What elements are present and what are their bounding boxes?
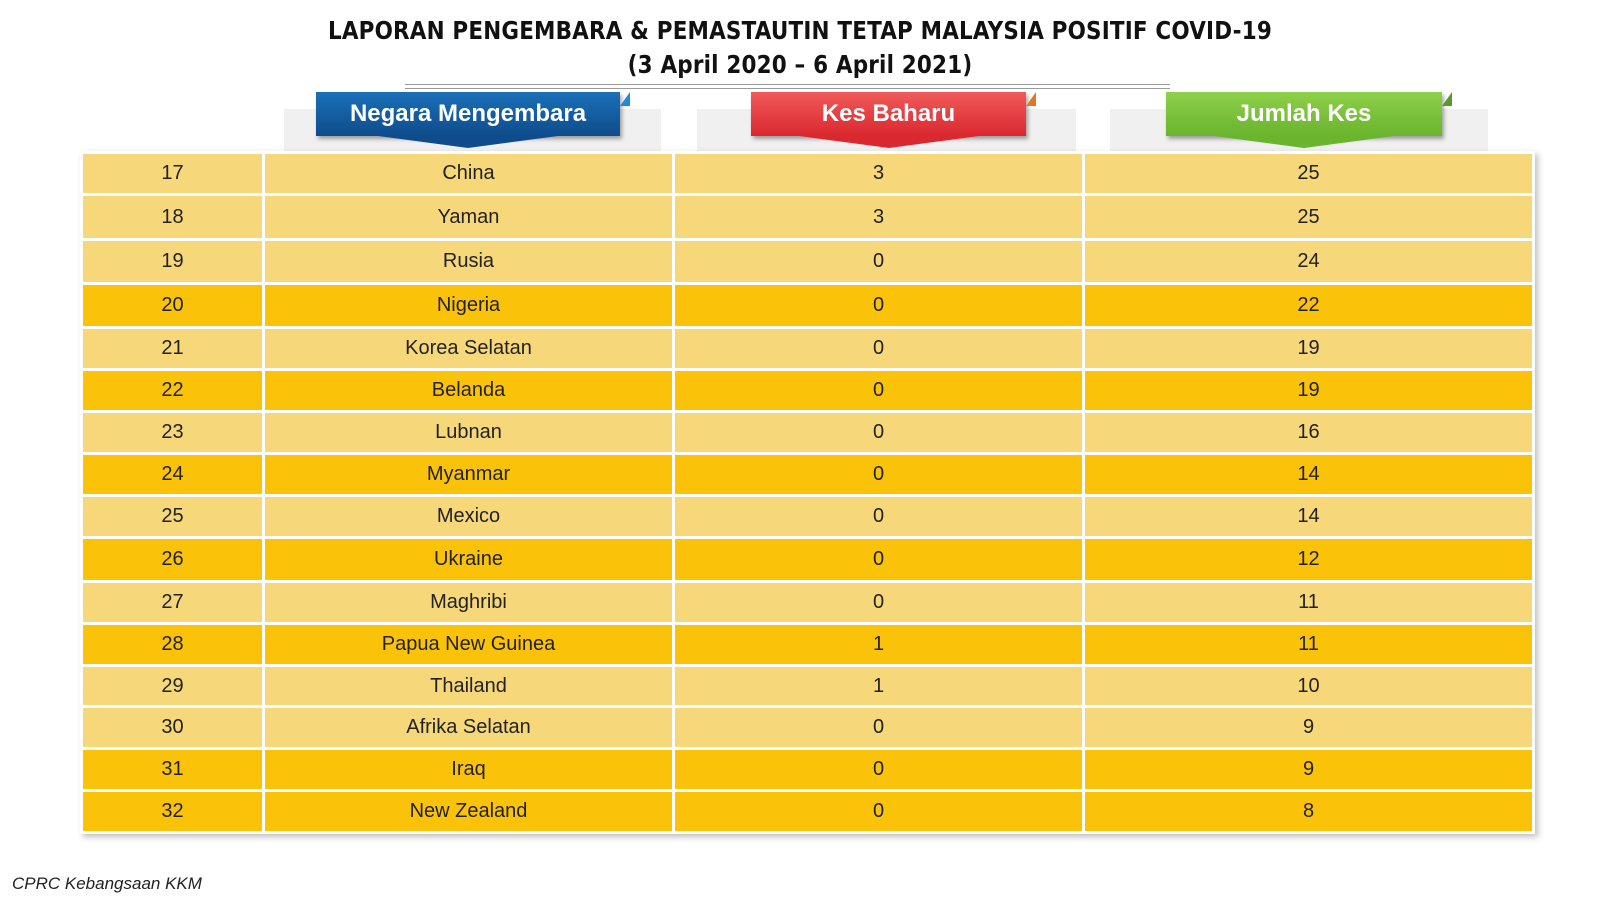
cell-new-cases: 0 bbox=[672, 536, 1085, 583]
cell-total-cases: 9 bbox=[1082, 747, 1535, 792]
column-header-total-cases-label: Jumlah Kes bbox=[1236, 100, 1372, 127]
ribbon-tail-icon bbox=[378, 136, 558, 148]
cell-country: Papua New Guinea bbox=[262, 622, 675, 667]
table-row: 29 Thailand 1 10 bbox=[80, 664, 1535, 708]
report-title: LAPORAN PENGEMBARA & PEMASTAUTIN TETAP M… bbox=[112, 14, 1488, 82]
cell-country: Maghribi bbox=[262, 580, 675, 625]
column-header-total-cases: Jumlah Kes bbox=[1166, 92, 1452, 148]
cell-new-cases: 0 bbox=[672, 238, 1085, 285]
cell-rank: 32 bbox=[80, 789, 265, 834]
column-header-country: Negara Mengembara bbox=[316, 92, 630, 148]
cell-rank: 18 bbox=[80, 193, 265, 241]
ribbon-fold-icon bbox=[1442, 92, 1452, 106]
table-row: 32 New Zealand 0 8 bbox=[80, 789, 1535, 834]
cell-country: Nigeria bbox=[262, 282, 675, 329]
cell-new-cases: 0 bbox=[672, 705, 1085, 750]
cell-new-cases: 1 bbox=[672, 664, 1085, 708]
column-header-new-cases-label: Kes Baharu bbox=[821, 100, 956, 127]
cell-new-cases: 3 bbox=[672, 193, 1085, 241]
cell-total-cases: 25 bbox=[1082, 193, 1535, 241]
table-row: 26 Ukraine 0 12 bbox=[80, 536, 1535, 583]
cases-table-body: 17 China 3 25 18 Yaman 3 25 19 Rusia 0 24 20 Nigeria 0… bbox=[80, 151, 1535, 834]
cell-total-cases: 12 bbox=[1082, 536, 1535, 583]
ribbon-fold-icon bbox=[1026, 92, 1036, 106]
table-row: 20 Nigeria 0 22 bbox=[80, 282, 1535, 329]
cell-rank: 21 bbox=[80, 326, 265, 371]
cell-total-cases: 19 bbox=[1082, 368, 1535, 413]
source-credit: CPRC Kebangsaan KKM bbox=[12, 874, 202, 893]
table-row: 18 Yaman 3 25 bbox=[80, 193, 1535, 241]
ribbon-fold-icon bbox=[620, 92, 630, 106]
cell-rank: 30 bbox=[80, 705, 265, 750]
cell-total-cases: 11 bbox=[1082, 580, 1535, 625]
table-row: 22 Belanda 0 19 bbox=[80, 368, 1535, 413]
cell-total-cases: 25 bbox=[1082, 151, 1535, 196]
cell-new-cases: 0 bbox=[672, 410, 1085, 455]
cell-country: Ukraine bbox=[262, 536, 675, 583]
cell-rank: 19 bbox=[80, 238, 265, 285]
cell-new-cases: 0 bbox=[672, 789, 1085, 834]
cell-total-cases: 22 bbox=[1082, 282, 1535, 329]
table-row: 28 Papua New Guinea 1 11 bbox=[80, 622, 1535, 667]
table-row: 31 Iraq 0 9 bbox=[80, 747, 1535, 792]
cell-country: Myanmar bbox=[262, 452, 675, 497]
title-underline bbox=[405, 84, 1170, 89]
ribbon-tail-icon bbox=[798, 136, 979, 148]
cell-country: Lubnan bbox=[262, 410, 675, 455]
cell-rank: 25 bbox=[80, 494, 265, 539]
cell-total-cases: 14 bbox=[1082, 452, 1535, 497]
cell-new-cases: 0 bbox=[672, 452, 1085, 497]
table-row: 30 Afrika Selatan 0 9 bbox=[80, 705, 1535, 750]
cell-new-cases: 0 bbox=[672, 282, 1085, 329]
table-row: 23 Lubnan 0 16 bbox=[80, 410, 1535, 455]
ribbon-tail-icon bbox=[1214, 136, 1394, 148]
title-line-2: (3 April 2020 – 6 April 2021) bbox=[627, 50, 973, 79]
cell-country: Thailand bbox=[262, 664, 675, 708]
cell-new-cases: 1 bbox=[672, 622, 1085, 667]
cell-total-cases: 16 bbox=[1082, 410, 1535, 455]
column-header-new-cases: Kes Baharu bbox=[751, 92, 1036, 148]
cell-total-cases: 24 bbox=[1082, 238, 1535, 285]
cell-country: China bbox=[262, 151, 675, 196]
cell-total-cases: 11 bbox=[1082, 622, 1535, 667]
cell-rank: 24 bbox=[80, 452, 265, 497]
cell-rank: 27 bbox=[80, 580, 265, 625]
cell-new-cases: 0 bbox=[672, 494, 1085, 539]
table-row: 27 Maghribi 0 11 bbox=[80, 580, 1535, 625]
table-row: 24 Myanmar 0 14 bbox=[80, 452, 1535, 497]
title-line-1: LAPORAN PENGEMBARA & PEMASTAUTIN TETAP M… bbox=[327, 16, 1272, 45]
cell-rank: 20 bbox=[80, 282, 265, 329]
cases-table: 17 China 3 25 18 Yaman 3 25 19 Rusia 0 24 20 Nigeria 0… bbox=[80, 151, 1535, 834]
cell-country: Korea Selatan bbox=[262, 326, 675, 371]
cell-new-cases: 0 bbox=[672, 747, 1085, 792]
cell-total-cases: 19 bbox=[1082, 326, 1535, 371]
cell-rank: 17 bbox=[80, 151, 265, 196]
cell-total-cases: 9 bbox=[1082, 705, 1535, 750]
cell-total-cases: 8 bbox=[1082, 789, 1535, 834]
cell-total-cases: 10 bbox=[1082, 664, 1535, 708]
cell-country: Mexico bbox=[262, 494, 675, 539]
cell-rank: 22 bbox=[80, 368, 265, 413]
cell-new-cases: 3 bbox=[672, 151, 1085, 196]
cell-rank: 31 bbox=[80, 747, 265, 792]
cell-new-cases: 0 bbox=[672, 580, 1085, 625]
cell-total-cases: 14 bbox=[1082, 494, 1535, 539]
cell-rank: 23 bbox=[80, 410, 265, 455]
table-row: 19 Rusia 0 24 bbox=[80, 238, 1535, 285]
cell-rank: 29 bbox=[80, 664, 265, 708]
cell-country: Iraq bbox=[262, 747, 675, 792]
cell-country: Rusia bbox=[262, 238, 675, 285]
cell-new-cases: 0 bbox=[672, 368, 1085, 413]
cell-rank: 26 bbox=[80, 536, 265, 583]
column-header-country-label: Negara Mengembara bbox=[349, 100, 587, 127]
cell-rank: 28 bbox=[80, 622, 265, 667]
cell-new-cases: 0 bbox=[672, 326, 1085, 371]
cell-country: New Zealand bbox=[262, 789, 675, 834]
cell-country: Afrika Selatan bbox=[262, 705, 675, 750]
cell-country: Belanda bbox=[262, 368, 675, 413]
cell-country: Yaman bbox=[262, 193, 675, 241]
table-row: 21 Korea Selatan 0 19 bbox=[80, 326, 1535, 371]
table-row: 17 China 3 25 bbox=[80, 151, 1535, 196]
table-row: 25 Mexico 0 14 bbox=[80, 494, 1535, 539]
